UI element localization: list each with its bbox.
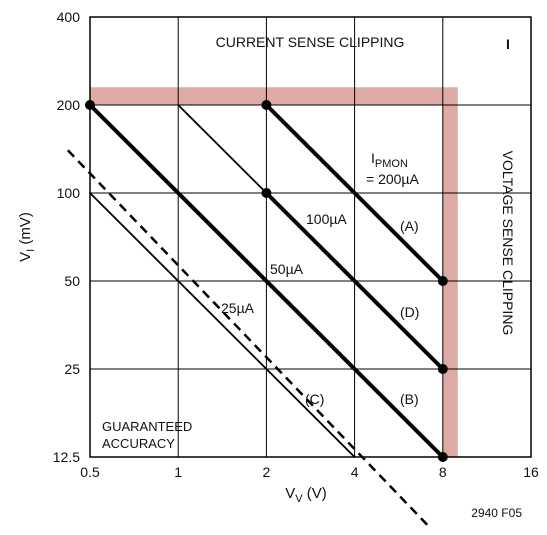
label-100ua: 100µA: [306, 211, 347, 227]
ipmon-main: I: [371, 150, 375, 166]
grid: [90, 17, 531, 457]
x-tick-label: 4: [351, 464, 359, 480]
x-tick-label: 0.5: [80, 464, 100, 480]
y-axis-title: VI (mV): [17, 212, 37, 262]
tick-labels: 0.5 1 2 4 8 16 12.5 25 50 100 200 400: [53, 9, 539, 480]
y-tick-label: 50: [64, 273, 80, 289]
series-line-200-a: [264, 103, 445, 283]
label-b: (B): [400, 391, 419, 407]
corner-mark: I: [506, 36, 510, 52]
y-axis-title-unit: (mV): [17, 212, 34, 249]
data-point-200-a: [437, 276, 448, 286]
ipmon-label: IPMON: [371, 150, 408, 170]
series-layer: [88, 103, 445, 459]
label-25ua: 25µA: [221, 300, 255, 316]
x-tick-label: 16: [523, 464, 539, 480]
label-c: (C): [305, 391, 324, 407]
y-axis-title-main: V: [17, 252, 34, 262]
figure-id: 2940 F05: [471, 506, 522, 520]
y-tick-label: 12.5: [53, 449, 80, 465]
y-tick-label: 400: [57, 9, 81, 25]
x-tick-label: 8: [439, 464, 447, 480]
guaranteed-accuracy-boundary: [66, 149, 431, 528]
label-d: (D): [400, 304, 419, 320]
series-line-50-a: [88, 103, 445, 459]
x-axis-title-main: V: [285, 485, 295, 502]
label-50ua: 50µA: [270, 261, 304, 277]
ipmon-sub: PMON: [375, 158, 408, 170]
ipmon-value: = 200µA: [366, 171, 419, 187]
voltage-sense-clipping-label: VOLTAGE SENSE CLIPPING: [500, 151, 516, 336]
series-line-d: [264, 191, 445, 371]
x-tick-label: 1: [174, 464, 182, 480]
data-point-50-a: [85, 100, 95, 110]
current-sense-clipping-label: CURRENT SENSE CLIPPING: [216, 34, 405, 50]
data-point-100-a: [261, 188, 272, 198]
plot-frame: [89, 16, 532, 458]
guaranteed-label-line2: ACCURACY: [102, 436, 175, 451]
data-point-50-a: [437, 452, 448, 462]
y-axis-title-sub: I: [25, 249, 37, 252]
data-point-200-a: [261, 100, 272, 110]
x-tick-label: 2: [263, 464, 271, 480]
label-a: (A): [400, 218, 419, 234]
y-tick-label: 100: [57, 185, 81, 201]
guaranteed-label-line1: GUARANTEED: [102, 419, 192, 434]
y-tick-label: 25: [64, 361, 80, 377]
data-point-d: [437, 364, 448, 374]
x-axis-title-unit: (V): [303, 485, 327, 502]
series-line-25-a: [89, 192, 356, 458]
y-tick-label: 200: [57, 97, 81, 113]
marker-layer: [85, 100, 448, 462]
x-axis-title-sub: V: [295, 493, 303, 505]
x-axis-title: VV (V): [285, 485, 327, 505]
